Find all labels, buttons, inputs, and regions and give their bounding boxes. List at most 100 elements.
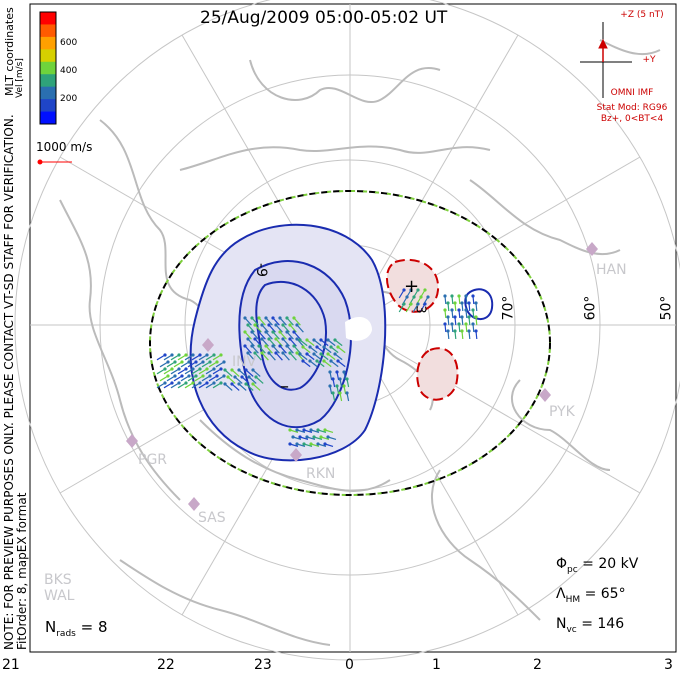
velocity-vector xyxy=(474,315,478,326)
velocity-vector xyxy=(309,428,320,433)
velocity-vector xyxy=(301,359,311,368)
station-label-han: HAN xyxy=(596,262,627,278)
velocity-vector xyxy=(274,351,283,361)
velocity-vector xyxy=(288,323,297,333)
velocity-vector xyxy=(274,337,283,347)
velocity-vector xyxy=(319,338,329,347)
velocity-vector xyxy=(257,344,266,354)
station-label-pyk: PYK xyxy=(549,404,575,420)
imf-z-label: +Z (5 nT) xyxy=(620,10,664,20)
velocity-vector xyxy=(329,359,339,368)
colorbar-tick-400: 400 xyxy=(60,66,78,76)
velocity-vector xyxy=(323,442,334,447)
velocity-vector xyxy=(335,384,340,395)
velocity-vector xyxy=(267,337,276,347)
velocity-vector xyxy=(333,352,343,361)
station-markers xyxy=(126,242,598,511)
velocity-vector xyxy=(298,338,308,347)
velocity-vector xyxy=(201,374,212,382)
velocity-vector xyxy=(305,435,316,440)
colorbar-segment xyxy=(40,12,56,25)
velocity-vector xyxy=(335,370,340,381)
velocity-vector xyxy=(398,302,406,313)
latitude-label-70: 70° xyxy=(500,295,517,321)
velocity-vector xyxy=(191,367,202,375)
velocity-vector xyxy=(457,294,461,305)
colorbar-segment xyxy=(40,61,56,75)
mlt-tick-3: 3 xyxy=(664,657,673,673)
velocity-vector xyxy=(243,344,252,354)
velocity-vector xyxy=(443,294,447,305)
velocity-vector xyxy=(230,382,240,391)
velocity-vector xyxy=(312,435,323,440)
velocity-vector xyxy=(319,435,330,440)
velocity-vector xyxy=(295,337,304,347)
velocity-vector xyxy=(198,381,209,389)
velocity-vector xyxy=(271,316,280,326)
station-label-rkn: RKN xyxy=(306,466,336,482)
velocity-vector xyxy=(159,360,170,368)
velocity-vector xyxy=(464,308,468,319)
velocity-vector xyxy=(336,345,346,354)
velocity-vector xyxy=(194,374,205,382)
velocity-vector xyxy=(305,352,315,361)
velocity-vector xyxy=(288,442,299,447)
velocity-vector xyxy=(326,435,337,440)
velocity-vector xyxy=(288,428,299,433)
velocity-vector xyxy=(223,368,233,377)
velocity-vector xyxy=(198,353,209,361)
velocity-vector xyxy=(450,308,454,319)
velocity-vector xyxy=(212,381,223,389)
velocity-vector xyxy=(264,330,273,340)
velocity-vector xyxy=(191,353,202,361)
velocity-vector xyxy=(264,316,273,326)
velocity-vector xyxy=(331,391,336,402)
velocity-vector xyxy=(163,367,174,375)
velocity-vector xyxy=(309,442,320,447)
hm-boundary-latitude: ΛHM = 65° xyxy=(556,586,626,605)
velocity-vector xyxy=(322,359,332,368)
station-label-sas: SAS xyxy=(198,510,226,526)
velocity-vector xyxy=(285,330,294,340)
velocity-vector xyxy=(467,329,471,340)
velocity-vector xyxy=(471,322,475,333)
velocity-vector xyxy=(308,345,318,354)
velocity-vector xyxy=(205,381,216,389)
velocity-vector xyxy=(315,359,325,368)
velocity-vector xyxy=(460,301,464,312)
velocity-vector xyxy=(166,374,177,382)
velocity-vector xyxy=(191,381,202,389)
velocity-vector xyxy=(187,374,198,382)
velocity-vector xyxy=(336,359,346,368)
velocity-vector xyxy=(260,351,269,361)
velocity-vector xyxy=(253,323,262,333)
colorbar-unit-label: Vel [m/s] xyxy=(15,58,25,98)
colorbar-segment xyxy=(40,111,56,125)
velocity-vector xyxy=(243,316,252,326)
mlt-tick-2: 2 xyxy=(533,657,542,673)
velocity-vector xyxy=(326,352,336,361)
velocity-vector xyxy=(237,368,247,377)
velocity-vector xyxy=(208,374,219,382)
colorbar-segment xyxy=(40,24,56,38)
velocity-vector xyxy=(446,315,450,326)
station-label-inv: INV xyxy=(232,354,257,370)
velocity-vector xyxy=(177,367,188,375)
map-frame xyxy=(29,3,677,653)
velocity-vector xyxy=(194,360,205,368)
velocity-vector xyxy=(285,344,294,354)
velocity-vector xyxy=(453,329,457,340)
velocity-vector xyxy=(474,301,478,312)
velocity-vector xyxy=(460,315,464,326)
imf-y-label: +Y xyxy=(642,55,656,65)
velocity-vector xyxy=(212,353,223,361)
velocity-vector xyxy=(271,344,280,354)
velocity-vector xyxy=(292,330,301,340)
velocity-vector xyxy=(295,442,306,447)
colorbar-tick-600: 600 xyxy=(60,38,78,48)
velocity-vector xyxy=(285,316,294,326)
velocity-vector xyxy=(443,322,447,333)
imf-panel: +Z (5 nT) +Y OMNI IMF Stat Mod: RG96 Bz+… xyxy=(590,10,674,125)
velocity-vector xyxy=(246,351,255,361)
